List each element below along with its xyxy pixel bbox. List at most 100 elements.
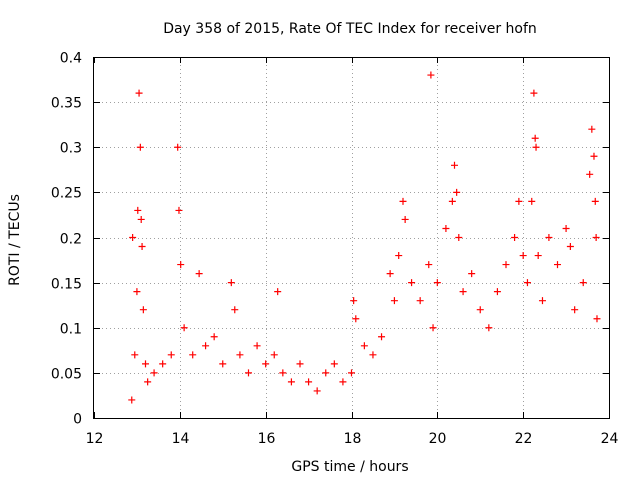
data-point	[401, 215, 409, 223]
data-point	[511, 234, 519, 241]
data-point	[305, 378, 313, 386]
data-point	[455, 234, 463, 241]
data-point	[330, 360, 338, 368]
data-point	[554, 261, 561, 269]
data-point	[131, 351, 139, 359]
x-tick-label: 20	[429, 431, 447, 447]
data-point	[399, 197, 407, 205]
data-point	[202, 342, 210, 350]
x-axis-label: GPS time / hours	[291, 459, 408, 475]
data-point	[579, 279, 587, 287]
data-point	[270, 351, 278, 359]
data-point	[167, 351, 175, 359]
data-point	[159, 360, 167, 368]
data-point	[425, 261, 433, 269]
data-point	[274, 288, 282, 296]
data-point	[538, 297, 546, 305]
data-point	[189, 351, 197, 359]
data-point	[175, 206, 183, 214]
data-point	[287, 378, 295, 386]
data-point	[427, 71, 435, 79]
y-tick-label: 0.3	[60, 141, 82, 157]
chart-title: Day 358 of 2015, Rate Of TEC Index for r…	[163, 21, 537, 37]
data-point	[177, 261, 185, 269]
grid-lines	[94, 57, 609, 418]
data-point	[339, 378, 347, 386]
data-point	[245, 369, 252, 377]
data-point	[592, 234, 600, 241]
data-point	[451, 161, 458, 169]
data-point	[313, 387, 321, 395]
data-point	[562, 224, 570, 232]
data-point	[530, 89, 538, 97]
x-tick-label: 24	[601, 431, 619, 447]
data-point	[350, 297, 358, 305]
data-point	[139, 306, 147, 314]
data-point	[534, 252, 542, 260]
data-point	[135, 89, 143, 97]
data-point	[571, 306, 579, 314]
data-point	[485, 324, 493, 332]
data-point	[515, 197, 523, 205]
y-tick-label: 0.25	[51, 186, 82, 202]
data-point	[369, 351, 377, 359]
data-point	[360, 342, 368, 350]
data-point	[493, 288, 501, 296]
data-point	[531, 134, 539, 142]
x-axis-ticks: 12 14 16 18 20 22 24	[86, 57, 619, 447]
data-point	[448, 197, 456, 205]
data-point	[390, 297, 398, 305]
data-point	[219, 360, 227, 368]
data-point	[519, 252, 527, 260]
data-point	[416, 297, 424, 305]
data-point	[128, 396, 136, 404]
data-point	[453, 188, 461, 196]
x-tick-label: 14	[172, 431, 190, 447]
data-point	[502, 261, 510, 269]
x-tick-label: 22	[515, 431, 533, 447]
y-tick-label: 0	[73, 412, 82, 428]
data-point	[528, 197, 536, 205]
data-point	[476, 306, 484, 314]
data-point	[586, 170, 594, 178]
data-point	[532, 143, 540, 151]
data-point	[588, 125, 596, 133]
data-point	[433, 279, 441, 287]
y-tick-label: 0.4	[60, 51, 82, 67]
data-point	[133, 288, 141, 296]
data-point	[174, 143, 182, 151]
data-point	[134, 206, 142, 214]
data-point	[442, 224, 450, 232]
data-point	[395, 252, 403, 260]
y-tick-label: 0.15	[51, 277, 82, 293]
y-axis-label: ROTI / TECUs	[7, 194, 23, 286]
data-point	[279, 369, 287, 377]
data-point	[468, 270, 476, 278]
data-point	[253, 342, 261, 350]
data-point	[138, 243, 146, 251]
data-point	[593, 315, 601, 323]
data-point	[195, 270, 203, 278]
data-point	[590, 152, 598, 160]
data-point	[408, 279, 416, 287]
x-tick-label: 16	[258, 431, 276, 447]
data-point	[144, 378, 152, 386]
x-tick-label: 12	[86, 431, 104, 447]
data-point	[429, 324, 437, 332]
data-point	[137, 215, 145, 223]
data-point	[180, 324, 188, 332]
y-tick-label: 0.1	[60, 322, 82, 338]
plot-frame	[93, 57, 610, 419]
x-tick-label: 18	[344, 431, 362, 447]
y-axis-ticks: 0 0.05 0.1 0.15 0.2 0.25 0.3 0.35 0.4	[51, 51, 609, 428]
y-tick-label: 0.35	[51, 96, 82, 112]
data-points	[128, 71, 601, 404]
data-point	[348, 369, 355, 377]
data-point	[566, 243, 574, 251]
data-point	[591, 197, 599, 205]
data-point	[236, 351, 244, 359]
data-point	[386, 270, 394, 278]
y-tick-label: 0.05	[51, 367, 82, 383]
